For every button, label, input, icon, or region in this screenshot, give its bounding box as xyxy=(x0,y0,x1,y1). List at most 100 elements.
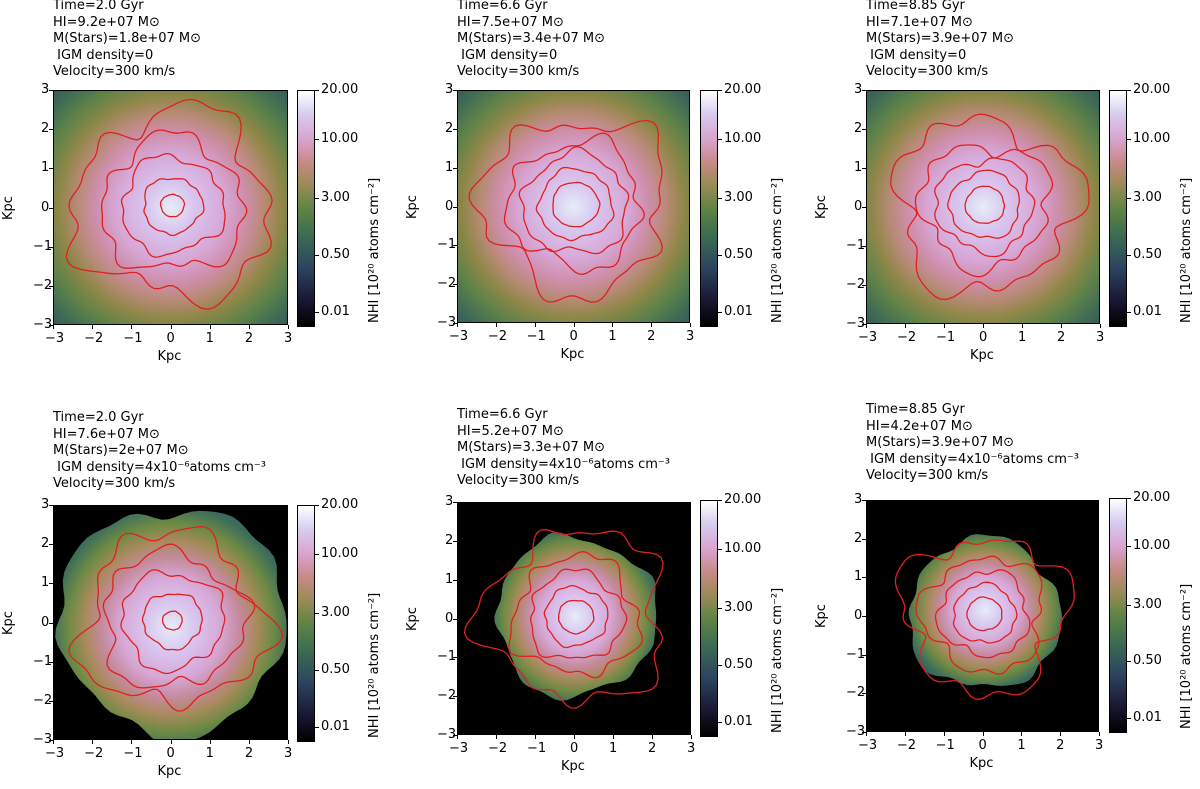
x-tick-label: 3 xyxy=(687,741,696,756)
column-density-map xyxy=(866,90,1100,324)
annotation-line: M(Stars)=3.9e+07 M⊙ xyxy=(866,31,1015,46)
x-tick-mark xyxy=(866,732,867,736)
contour-line xyxy=(518,146,630,255)
map-plot-area xyxy=(457,502,691,735)
y-tick-label: 1 xyxy=(445,571,454,587)
colorbar xyxy=(297,505,315,742)
colorbar-tick-mark xyxy=(1127,90,1131,91)
colorbar-tick-label: 0.01 xyxy=(321,303,350,319)
y-tick-mark xyxy=(49,661,53,663)
y-tick-label: −2 xyxy=(437,276,457,292)
y-tick-label: −2 xyxy=(437,688,457,704)
colorbar-tick-mark xyxy=(315,138,319,140)
map-plot-area xyxy=(457,90,690,323)
contour-line xyxy=(934,569,1031,659)
colorbar-tick-mark xyxy=(1127,254,1131,256)
y-tick-mark xyxy=(49,740,53,741)
y-tick-mark xyxy=(49,325,53,326)
colorbar-tick-label: 0.50 xyxy=(1133,653,1162,669)
y-tick-label: 1 xyxy=(445,159,454,175)
colorbar-label: NHI [10²⁰ atoms cm⁻²] xyxy=(1179,177,1194,323)
colorbar-tick-mark xyxy=(718,90,722,91)
x-tick-label: 0 xyxy=(979,330,988,345)
x-tick-mark xyxy=(574,735,575,739)
x-tick-mark xyxy=(1099,732,1100,736)
y-tick-mark xyxy=(453,245,457,247)
contour-line xyxy=(964,185,1006,224)
y-tick-label: −1 xyxy=(437,649,457,665)
x-tick-label: −3 xyxy=(45,331,65,346)
y-tick-mark xyxy=(862,577,866,579)
y-tick-mark xyxy=(49,90,53,91)
y-tick-label: −2 xyxy=(846,685,866,701)
x-tick-mark xyxy=(1061,324,1062,328)
y-tick-label: −2 xyxy=(33,692,53,708)
y-axis-label: Kpc xyxy=(1,195,16,220)
colorbar-tick-mark xyxy=(718,254,722,256)
y-tick-mark xyxy=(862,538,866,540)
colorbar-gradient xyxy=(1110,91,1126,326)
x-tick-mark xyxy=(943,732,945,736)
colorbar-gradient xyxy=(1110,499,1126,732)
contour-line xyxy=(503,132,646,275)
x-tick-label: −2 xyxy=(487,329,507,344)
colorbar-tick-label: 0.01 xyxy=(321,718,350,734)
y-tick-mark xyxy=(862,90,866,91)
y-tick-mark xyxy=(453,657,457,659)
x-tick-label: 1 xyxy=(608,329,617,344)
x-tick-mark xyxy=(534,323,536,327)
annotation-line: Time=6.6 Gyr xyxy=(457,407,548,422)
y-axis-label: Kpc xyxy=(405,606,420,631)
y-tick-mark xyxy=(862,246,866,247)
contour-line xyxy=(966,596,1003,632)
x-tick-mark xyxy=(690,323,691,327)
x-tick-mark xyxy=(905,324,906,328)
y-tick-mark xyxy=(49,700,53,702)
x-tick-label: −3 xyxy=(858,330,878,345)
y-axis-label: Kpc xyxy=(814,195,829,219)
annotation-line: M(Stars)=1.8e+07 M⊙ xyxy=(53,31,202,46)
y-tick-label: 0 xyxy=(854,199,863,214)
colorbar-tick-label: 0.50 xyxy=(321,661,350,677)
y-tick-label: 0 xyxy=(41,614,50,630)
colorbar-tick-mark xyxy=(1127,604,1131,606)
annotation-line: M(Stars)=3.3e+07 M⊙ xyxy=(457,440,606,455)
x-tick-mark xyxy=(248,740,250,744)
colorbar-tick-label: 0.50 xyxy=(321,246,350,262)
colorbar-tick-mark xyxy=(718,607,722,609)
colorbar-tick-mark xyxy=(1127,311,1131,313)
y-tick-mark xyxy=(49,285,53,287)
colorbar-tick-label: 3.00 xyxy=(724,599,753,615)
panel-annotation: Time=8.85 Gyr HI=4.2e+07 M⊙ M(Stars)=3.9e+… xyxy=(866,402,1079,485)
annotation-line: Time=2.0 Gyr xyxy=(53,0,144,13)
x-tick-label: −1 xyxy=(526,329,546,344)
contour-line xyxy=(915,555,1043,675)
colorbar-tick-mark xyxy=(1127,498,1131,499)
x-tick-label: 2 xyxy=(244,746,254,761)
map-plot-area xyxy=(866,500,1099,732)
x-tick-mark xyxy=(651,323,653,327)
x-tick-label: −2 xyxy=(896,738,916,753)
x-tick-label: 3 xyxy=(284,331,293,346)
x-tick-mark xyxy=(1060,732,1062,736)
colorbar-tick-label: 20.00 xyxy=(1133,82,1171,97)
colorbar-tick-mark xyxy=(315,254,319,256)
colorbar-label: NHI [10²⁰ atoms cm⁻²] xyxy=(770,177,785,323)
x-tick-label: −1 xyxy=(935,738,955,753)
y-tick-mark xyxy=(49,168,53,170)
annotation-line: IGM density=0 xyxy=(53,47,154,63)
y-tick-mark xyxy=(862,285,866,286)
x-tick-label: 0 xyxy=(570,741,579,756)
x-tick-mark xyxy=(1022,324,1023,328)
colorbar-tick-label: 0.01 xyxy=(1133,709,1162,725)
x-tick-label: −1 xyxy=(123,746,143,761)
x-tick-mark xyxy=(209,740,211,744)
y-tick-mark xyxy=(453,696,457,698)
x-tick-label: 3 xyxy=(1096,330,1105,345)
x-tick-label: 0 xyxy=(166,746,175,761)
x-tick-mark xyxy=(495,323,497,327)
x-tick-mark xyxy=(131,740,133,744)
contour-line xyxy=(65,98,273,310)
colorbar-tick-label: 0.01 xyxy=(724,713,753,729)
colorbar-tick-mark xyxy=(718,664,722,666)
